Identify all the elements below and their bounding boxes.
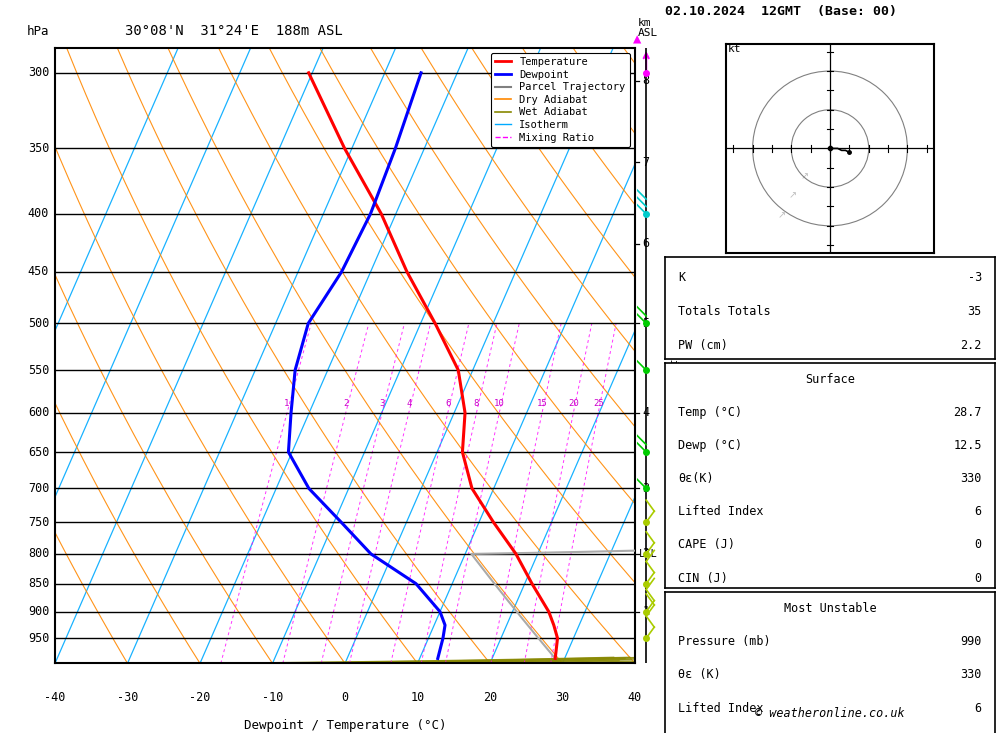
Text: 5: 5 [643, 317, 650, 330]
Text: 850: 850 [28, 577, 49, 590]
Text: Dewp (°C): Dewp (°C) [678, 439, 742, 452]
Text: 0: 0 [975, 539, 982, 551]
Text: CIN (J): CIN (J) [678, 572, 728, 585]
Text: 4: 4 [643, 406, 650, 419]
Text: Lifted Index: Lifted Index [678, 505, 764, 518]
Text: 02.10.2024  12GMT  (Base: 00): 02.10.2024 12GMT (Base: 00) [665, 5, 897, 18]
Text: 10: 10 [494, 399, 505, 408]
Text: 750: 750 [28, 516, 49, 528]
Text: 990: 990 [960, 635, 982, 648]
Text: 950: 950 [28, 632, 49, 645]
Text: 2.2: 2.2 [960, 339, 982, 352]
Text: 330: 330 [960, 668, 982, 682]
Text: hPa: hPa [27, 26, 49, 38]
Text: 330: 330 [960, 472, 982, 485]
Text: Mixing Ratio (g/kg): Mixing Ratio (g/kg) [668, 292, 678, 419]
Legend: Temperature, Dewpoint, Parcel Trajectory, Dry Adiabat, Wet Adiabat, Isotherm, Mi: Temperature, Dewpoint, Parcel Trajectory… [491, 53, 630, 147]
Text: 1: 1 [643, 605, 650, 618]
Text: $\nearrow$: $\nearrow$ [787, 191, 798, 201]
Text: 600: 600 [28, 406, 49, 419]
Text: PW (cm): PW (cm) [678, 339, 728, 352]
Text: -30: -30 [117, 691, 138, 704]
Text: -3: -3 [968, 270, 982, 284]
Text: 10: 10 [410, 691, 425, 704]
Text: 35: 35 [968, 305, 982, 318]
Text: $\nearrow$: $\nearrow$ [799, 172, 810, 181]
Text: $\nearrow$: $\nearrow$ [776, 210, 787, 220]
Text: 20: 20 [568, 399, 579, 408]
Text: 7: 7 [643, 155, 650, 169]
Text: 550: 550 [28, 364, 49, 377]
Text: ▲: ▲ [633, 32, 641, 46]
Text: 700: 700 [28, 482, 49, 495]
Text: 350: 350 [28, 142, 49, 155]
Text: 450: 450 [28, 265, 49, 279]
Text: © weatheronline.co.uk: © weatheronline.co.uk [755, 707, 905, 720]
Text: 800: 800 [28, 548, 49, 561]
Text: 12.5: 12.5 [953, 439, 982, 452]
Text: 2: 2 [643, 548, 650, 561]
Text: Temp (°C): Temp (°C) [678, 406, 742, 419]
Text: 28.7: 28.7 [953, 406, 982, 419]
Text: 900: 900 [28, 605, 49, 618]
Text: 6: 6 [975, 505, 982, 518]
Text: 0: 0 [341, 691, 349, 704]
Text: 30°08'N  31°24'E  188m ASL: 30°08'N 31°24'E 188m ASL [125, 24, 342, 38]
Text: 6: 6 [445, 399, 450, 408]
Text: -10: -10 [262, 691, 283, 704]
Text: Lifted Index: Lifted Index [678, 701, 764, 715]
Text: 20: 20 [483, 691, 497, 704]
Text: 3: 3 [379, 399, 385, 408]
Text: θε (K): θε (K) [678, 668, 721, 682]
Text: 40: 40 [628, 691, 642, 704]
Text: Dewpoint / Temperature (°C): Dewpoint / Temperature (°C) [244, 719, 446, 732]
Text: 6: 6 [643, 237, 650, 250]
Text: -40: -40 [44, 691, 66, 704]
Text: 500: 500 [28, 317, 49, 330]
Text: LCL: LCL [639, 549, 658, 559]
Text: 3: 3 [643, 482, 650, 495]
Text: 8: 8 [474, 399, 479, 408]
Text: 0: 0 [975, 572, 982, 585]
Text: 1: 1 [284, 399, 290, 408]
Text: 4: 4 [406, 399, 411, 408]
Text: kt: kt [727, 44, 741, 54]
Text: 8: 8 [643, 75, 650, 87]
Text: 650: 650 [28, 446, 49, 459]
Text: K: K [678, 270, 685, 284]
Text: km
ASL: km ASL [638, 18, 658, 38]
Text: CAPE (J): CAPE (J) [678, 539, 735, 551]
Text: Most Unstable: Most Unstable [784, 602, 876, 615]
Text: Surface: Surface [805, 373, 855, 386]
Text: 15: 15 [537, 399, 547, 408]
Text: Pressure (mb): Pressure (mb) [678, 635, 771, 648]
Text: 6: 6 [975, 701, 982, 715]
Text: 2: 2 [343, 399, 348, 408]
Text: 30: 30 [555, 691, 570, 704]
Text: θε(K): θε(K) [678, 472, 714, 485]
Text: 25: 25 [593, 399, 604, 408]
Text: 300: 300 [28, 66, 49, 79]
Text: Totals Totals: Totals Totals [678, 305, 771, 318]
Text: -20: -20 [189, 691, 211, 704]
Text: 400: 400 [28, 207, 49, 221]
